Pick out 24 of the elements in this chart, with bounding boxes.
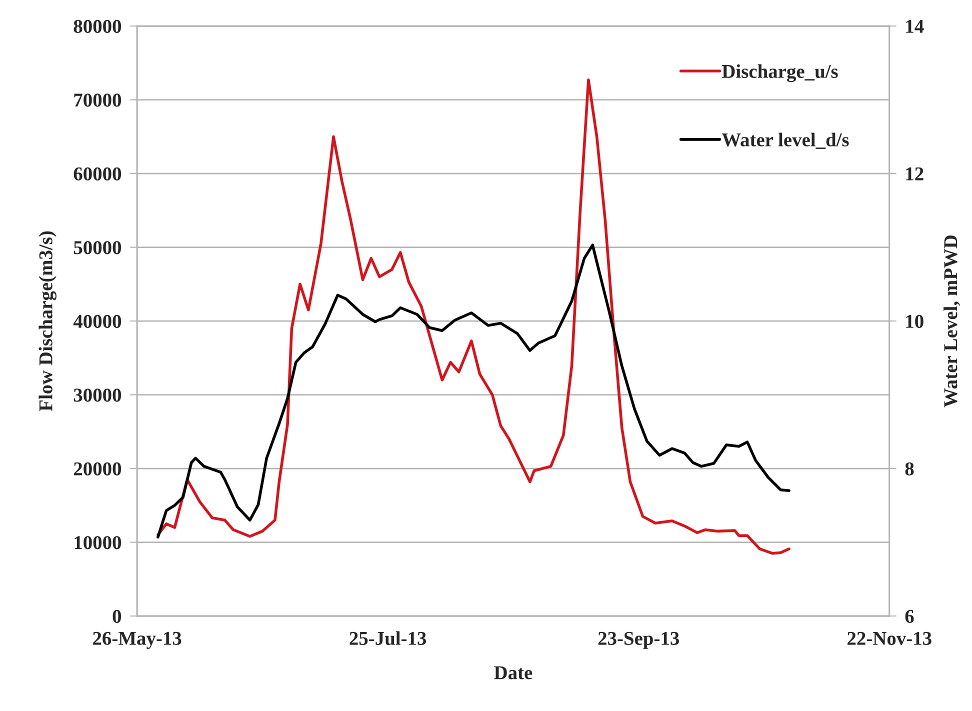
y-tick-label: 70000 bbox=[74, 94, 122, 107]
x-tick-label: 22-Nov-13 bbox=[848, 632, 932, 645]
y2-tick-label: 12 bbox=[906, 167, 924, 180]
legend-label: Discharge_u/s bbox=[722, 64, 838, 82]
y2-tick-label: 6 bbox=[905, 610, 914, 623]
y2-tick-label: 10 bbox=[906, 314, 924, 328]
x-axis-title: Date bbox=[494, 666, 532, 680]
y2-tick-label: 14 bbox=[906, 20, 924, 33]
y-tick-label: 40000 bbox=[73, 314, 122, 328]
x-tick-label: 26-May-13 bbox=[93, 632, 182, 649]
y-tick-label: 0 bbox=[112, 610, 122, 623]
y2-axis-title: Water Level, mPWD bbox=[944, 235, 960, 408]
y2-tick-label: 8 bbox=[905, 462, 914, 476]
y-tick-label: 60000 bbox=[74, 167, 122, 180]
x-tick-label: 23-Sep-13 bbox=[598, 632, 679, 649]
y-tick-label: 30000 bbox=[74, 388, 122, 402]
y-tick-label: 20000 bbox=[74, 462, 122, 476]
y-tick-label: 10000 bbox=[74, 536, 122, 550]
legend-label: Water level_d/s bbox=[722, 132, 849, 149]
y-tick-label: 80000 bbox=[74, 20, 122, 33]
y-tick-label: 50000 bbox=[74, 241, 122, 254]
x-tick-label: 25-Jul-13 bbox=[350, 631, 426, 646]
line-series bbox=[156, 244, 790, 538]
y-axis-title: Flow Discharge(m3/s) bbox=[38, 231, 56, 412]
